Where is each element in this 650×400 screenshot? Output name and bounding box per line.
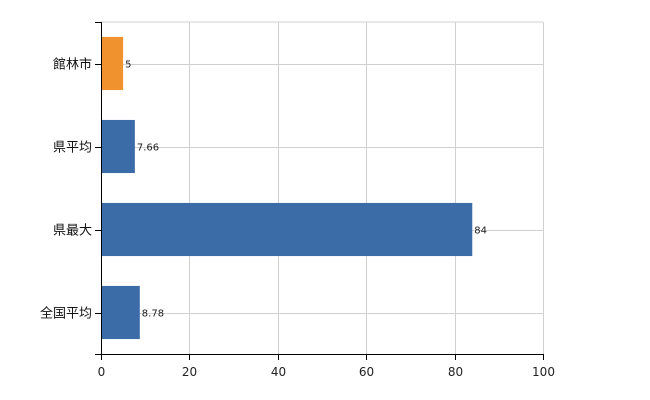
bar [101, 36, 124, 91]
bar [101, 202, 473, 257]
bar [101, 285, 140, 340]
value-label: 5 [125, 60, 131, 71]
x-tick-label: 60 [359, 365, 374, 379]
x-tick-label: 80 [448, 365, 463, 379]
value-label: 7.66 [137, 143, 159, 154]
category-label: 県平均 [53, 141, 92, 156]
x-tick-label: 40 [271, 365, 286, 379]
bars [101, 36, 473, 340]
labels: 0 20 40 60 80 100 館林市 5 県平均 7.66 県最大 84 全国平均 8.78 [40, 57, 555, 380]
x-tick-label: 100 [532, 365, 555, 379]
value-label: 8.78 [142, 309, 164, 320]
x-tick-label: 0 [98, 365, 106, 379]
category-label: 全国平均 [40, 306, 92, 322]
value-label: 84 [474, 226, 487, 237]
x-tick-label: 20 [182, 365, 197, 379]
category-label: 県最大 [53, 224, 92, 239]
bar [101, 119, 135, 174]
category-label: 館林市 [53, 57, 92, 73]
axes [95, 22, 544, 360]
grid-lines [101, 21, 544, 354]
